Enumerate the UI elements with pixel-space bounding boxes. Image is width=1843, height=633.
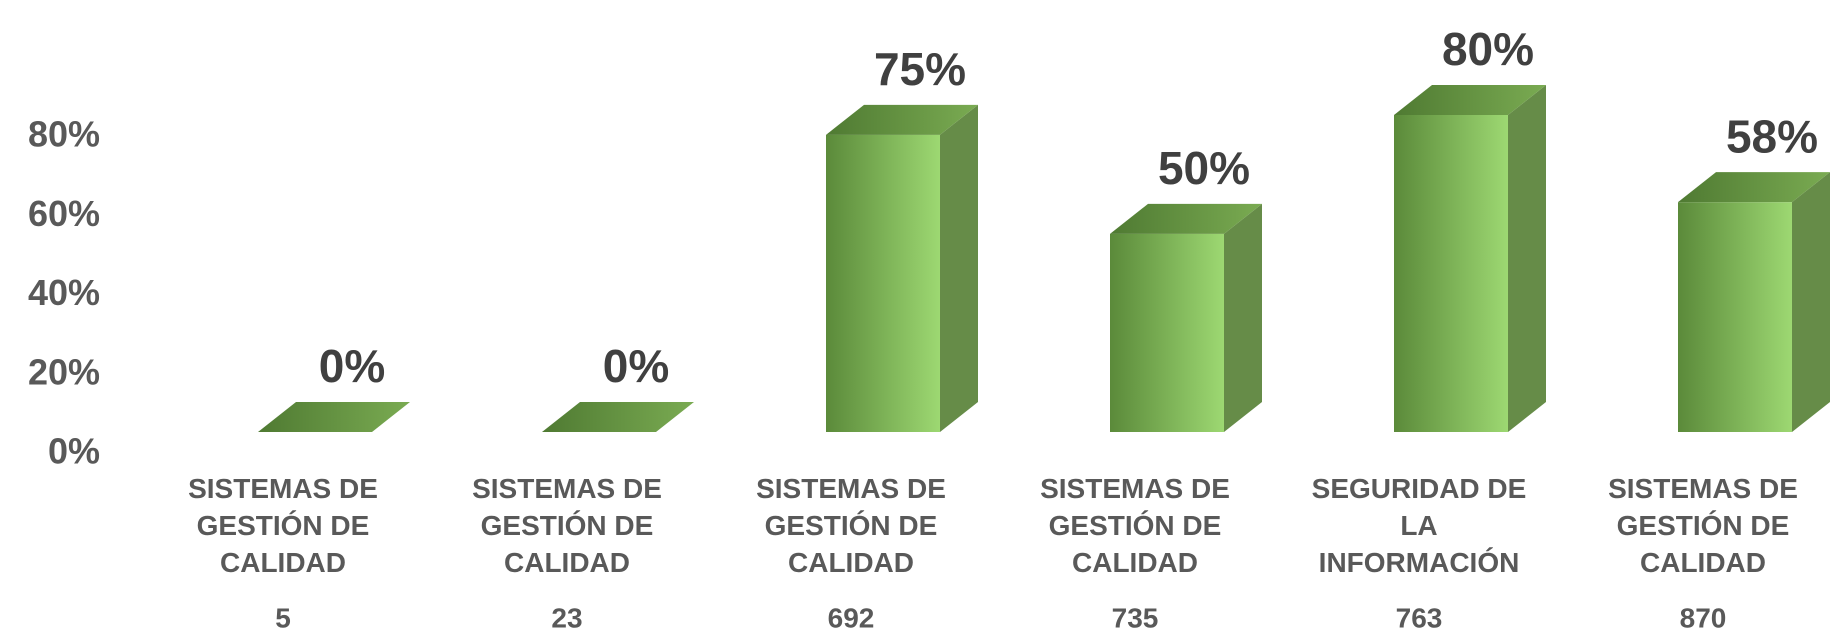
x-tick-label: SEGURIDAD DE LA INFORMACIÓN: [1312, 473, 1527, 578]
x-sublabel: 735: [1112, 602, 1159, 633]
x-sublabel: 692: [828, 602, 875, 633]
bar-front: [826, 134, 940, 432]
bar-top: [1394, 85, 1546, 115]
bar-front: [1110, 233, 1224, 432]
y-tick-label: 0%: [48, 431, 100, 472]
y-tick-label: 40%: [28, 272, 100, 313]
x-tick-label: SISTEMAS DE GESTIÓN DE CALIDAD: [188, 473, 378, 578]
bar-front: [1394, 115, 1508, 432]
y-tick-label: 20%: [28, 351, 100, 392]
y-tick-label: 80%: [28, 114, 100, 155]
bar-side: [1224, 203, 1262, 432]
x-tick-label: SISTEMAS DE GESTIÓN DE CALIDAD: [472, 473, 662, 578]
data-label: 58%: [1726, 110, 1818, 162]
bar-top: [1110, 203, 1262, 234]
x-sublabel: 5: [275, 602, 291, 633]
bar-top: [542, 402, 694, 432]
bar-front: [1678, 202, 1792, 432]
x-sublabel: 23: [551, 602, 582, 633]
bar-top: [1678, 172, 1830, 203]
data-label: 0%: [319, 340, 385, 392]
data-label: 50%: [1158, 142, 1250, 194]
bar-side: [1508, 85, 1546, 432]
x-tick-label: SISTEMAS DE GESTIÓN DE CALIDAD: [1040, 473, 1230, 578]
bar-top: [826, 104, 978, 135]
bar-side: [1792, 172, 1830, 433]
x-tick-label: SISTEMAS DE GESTIÓN DE CALIDAD: [1608, 473, 1798, 578]
data-label: 80%: [1442, 23, 1534, 75]
bar-top: [258, 402, 410, 432]
x-tick-label: SISTEMAS DE GESTIÓN DE CALIDAD: [756, 473, 946, 578]
x-sublabel: 870: [1680, 602, 1727, 633]
bar-side: [940, 104, 978, 432]
x-sublabel: 763: [1396, 602, 1443, 633]
data-label: 75%: [874, 43, 966, 95]
data-label: 0%: [603, 340, 669, 392]
y-tick-label: 60%: [28, 193, 100, 234]
